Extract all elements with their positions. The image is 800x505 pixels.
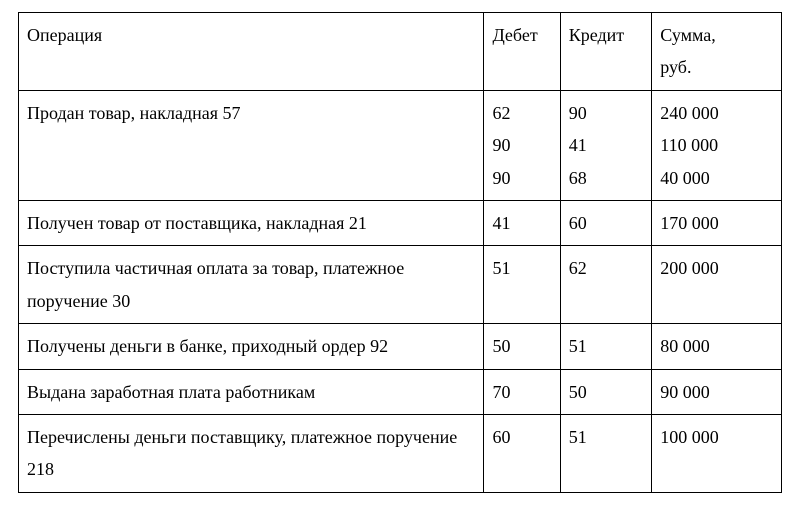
cell-debit: 62 90 90: [484, 90, 560, 200]
table-body: Продан товар, накладная 5762 90 9090 41 …: [19, 90, 782, 492]
cell-sum: 90 000: [652, 369, 782, 414]
cell-operation: Выдана заработная плата работникам: [19, 369, 484, 414]
accounting-table: Операция Дебет Кредит Сумма, руб. Продан…: [18, 12, 782, 493]
cell-credit: 90 41 68: [560, 90, 652, 200]
cell-operation: Поступила частичная оплата за товар, пла…: [19, 246, 484, 324]
cell-sum: 80 000: [652, 324, 782, 369]
cell-debit: 70: [484, 369, 560, 414]
cell-operation: Продан товар, накладная 57: [19, 90, 484, 200]
cell-credit: 51: [560, 324, 652, 369]
cell-operation: Получены деньги в банке, приходный ордер…: [19, 324, 484, 369]
col-credit: Кредит: [560, 13, 652, 91]
col-debit: Дебет: [484, 13, 560, 91]
cell-debit: 51: [484, 246, 560, 324]
cell-credit: 60: [560, 200, 652, 245]
cell-sum: 100 000: [652, 414, 782, 492]
col-sum: Сумма, руб.: [652, 13, 782, 91]
cell-operation: Перечислены деньги поставщику, платежное…: [19, 414, 484, 492]
col-operation: Операция: [19, 13, 484, 91]
table-row: Выдана заработная плата работникам705090…: [19, 369, 782, 414]
table-row: Продан товар, накладная 5762 90 9090 41 …: [19, 90, 782, 200]
cell-debit: 50: [484, 324, 560, 369]
cell-sum: 170 000: [652, 200, 782, 245]
table-row: Получен товар от поставщика, накладная 2…: [19, 200, 782, 245]
table-header-row: Операция Дебет Кредит Сумма, руб.: [19, 13, 782, 91]
cell-credit: 50: [560, 369, 652, 414]
table-row: Получены деньги в банке, приходный ордер…: [19, 324, 782, 369]
cell-operation: Получен товар от поставщика, накладная 2…: [19, 200, 484, 245]
cell-sum: 200 000: [652, 246, 782, 324]
cell-debit: 41: [484, 200, 560, 245]
table-row: Перечислены деньги поставщику, платежное…: [19, 414, 782, 492]
cell-sum: 240 000 110 000 40 000: [652, 90, 782, 200]
cell-debit: 60: [484, 414, 560, 492]
cell-credit: 62: [560, 246, 652, 324]
cell-credit: 51: [560, 414, 652, 492]
table-row: Поступила частичная оплата за товар, пла…: [19, 246, 782, 324]
